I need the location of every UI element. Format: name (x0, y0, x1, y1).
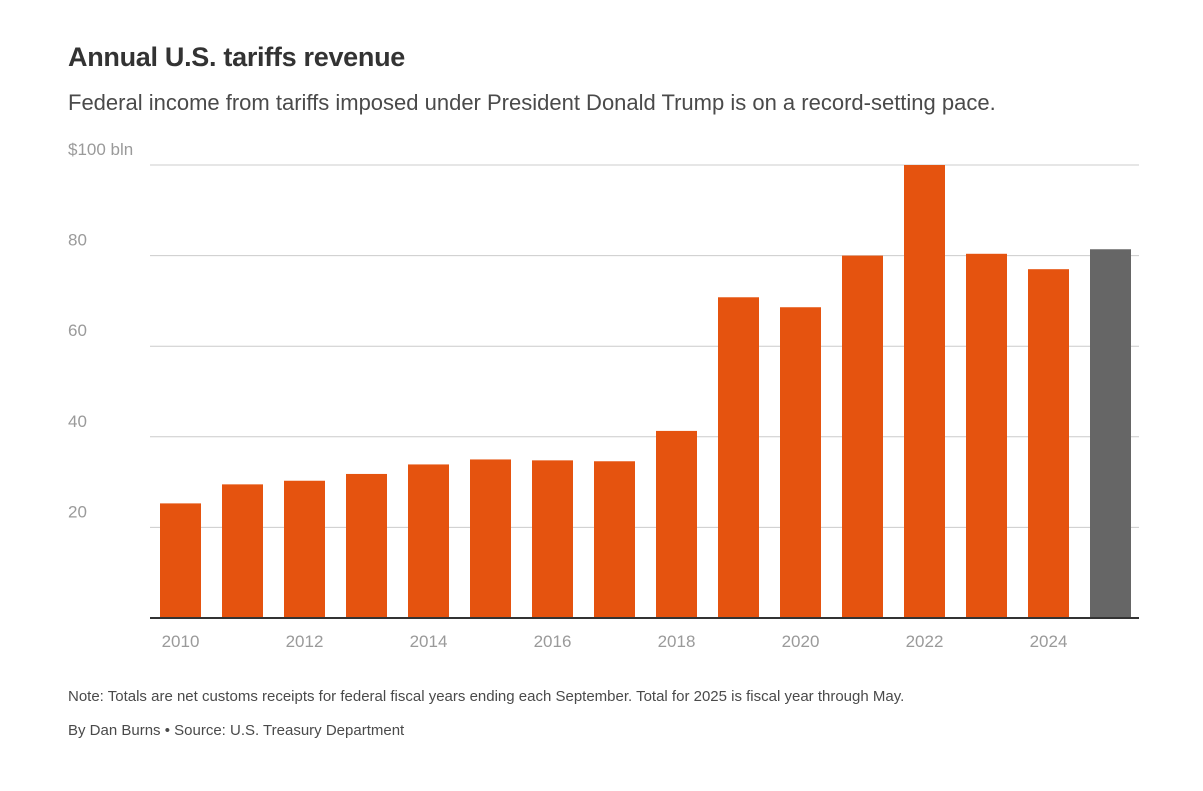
x-tick-label: 2022 (906, 632, 944, 651)
chart-title: Annual U.S. tariffs revenue (68, 42, 405, 72)
x-tick-label: 2024 (1030, 632, 1068, 651)
x-axis-tick-labels: 2010 2012 2014 2016 2018 2020 2022 2024 (162, 632, 1068, 651)
bars (160, 165, 1131, 618)
chart-credit: By Dan Burns • Source: U.S. Treasury Dep… (68, 722, 405, 739)
bar-chart: 20 40 60 80 $100 bln 2010 2012 2014 2016 2018 202… (68, 140, 1139, 651)
bar-2013 (346, 473, 387, 618)
y-tick-label: 40 (68, 412, 87, 431)
bar-2017 (594, 461, 635, 618)
bar-2016 (532, 460, 573, 618)
bar-2018 (656, 430, 697, 618)
x-tick-label: 2012 (286, 632, 324, 651)
x-tick-label: 2010 (162, 632, 200, 651)
x-tick-label: 2020 (782, 632, 820, 651)
bar-2021 (842, 255, 883, 618)
bar-2014 (408, 464, 449, 618)
y-tick-label: 80 (68, 231, 87, 250)
bar-2015 (470, 459, 511, 618)
bar-2024 (1028, 269, 1069, 618)
chart-subtitle: Federal income from tariffs imposed unde… (68, 90, 996, 115)
bar-2025 (1090, 249, 1131, 618)
y-tick-label: $100 bln (68, 140, 133, 159)
bar-2023 (966, 253, 1007, 618)
bar-2012 (284, 480, 325, 618)
y-tick-label: 20 (68, 502, 87, 521)
bar-2019 (718, 297, 759, 618)
x-tick-label: 2014 (410, 632, 448, 651)
x-tick-label: 2018 (658, 632, 696, 651)
bar-2011 (222, 484, 263, 618)
x-tick-label: 2016 (534, 632, 572, 651)
chart-note: Note: Totals are net customs receipts fo… (68, 688, 905, 705)
bar-2010 (160, 503, 201, 618)
y-tick-label: 60 (68, 321, 87, 340)
y-axis-tick-labels: 20 40 60 80 $100 bln (68, 140, 133, 521)
bar-2022 (904, 165, 945, 618)
bar-2020 (780, 307, 821, 618)
